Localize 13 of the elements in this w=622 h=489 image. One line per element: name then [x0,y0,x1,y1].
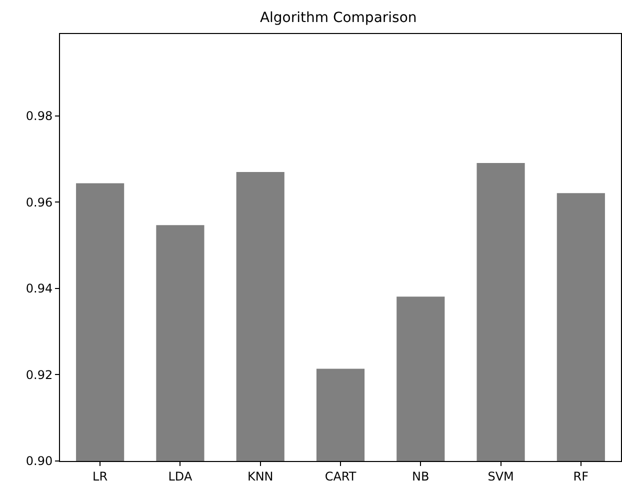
x-tick-label: KNN [247,469,274,484]
x-tick-label: LDA [168,469,193,484]
x-tick-label: LR [92,469,108,484]
x-tick-label: SVM [488,469,514,484]
y-tick-label: 0.96 [26,195,53,210]
x-tick-label: CART [324,469,357,484]
chart-title: Algorithm Comparison [260,10,417,26]
x-tick-label: RF [573,469,589,484]
x-tick-label: NB [412,469,430,484]
y-tick-label: 0.98 [26,109,53,124]
y-tick-label: 0.90 [26,454,53,468]
y-tick-label: 0.94 [26,282,53,296]
y-tick-label: 0.92 [26,368,53,382]
